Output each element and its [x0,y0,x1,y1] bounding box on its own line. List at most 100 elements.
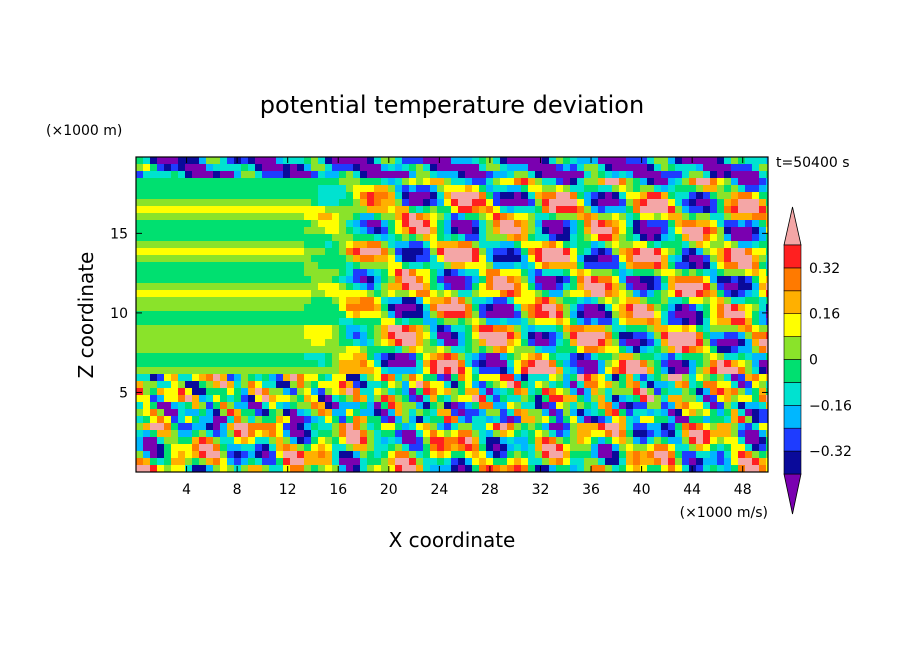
contour-cell [640,444,648,452]
contour-cell [171,255,179,263]
contour-cell [185,262,193,270]
contour-cell [759,339,767,347]
contour-cell [220,458,228,466]
contour-cell [759,416,767,424]
contour-cell [206,409,214,417]
contour-cell [507,423,515,431]
contour-cell [346,304,354,312]
contour-cell [437,388,445,396]
contour-cell [430,283,438,291]
contour-cell [388,192,396,200]
contour-cell [689,325,697,333]
contour-cell [521,206,529,214]
contour-cell [430,227,438,235]
contour-cell [710,248,718,256]
contour-cell [136,339,144,347]
contour-cell [423,283,431,291]
contour-cell [297,437,305,445]
contour-cell [633,437,641,445]
contour-cell [395,395,403,403]
contour-cell [577,458,585,466]
contour-cell [325,157,333,165]
contour-cell [654,402,662,410]
colorbar-segment [783,382,802,406]
contour-cell [724,332,732,340]
contour-cell [570,332,578,340]
contour-cell [724,185,732,193]
contour-cell [451,178,459,186]
contour-cell [353,325,361,333]
contour-cell [185,374,193,382]
contour-cell [535,430,543,438]
contour-cell [437,409,445,417]
contour-cell [339,241,347,249]
contour-cell [178,395,186,403]
contour-cell [759,423,767,431]
contour-cell [269,157,277,165]
contour-cell [535,241,543,249]
contour-cell [731,465,739,472]
contour-cell [192,325,200,333]
contour-cell [549,213,557,221]
contour-cell [724,157,732,165]
contour-cell [234,178,242,186]
contour-cell [339,185,347,193]
contour-cell [738,276,746,284]
contour-cell [717,367,725,375]
contour-cell [178,339,186,347]
contour-cell [297,185,305,193]
contour-cell [423,297,431,305]
contour-cell [206,353,214,361]
contour-cell [353,388,361,396]
contour-cell [241,234,249,242]
contour-cell [745,437,753,445]
contour-cell [745,297,753,305]
contour-cell [507,206,515,214]
contour-cell [150,332,158,340]
contour-cell [738,227,746,235]
contour-cell [171,458,179,466]
contour-cell [157,178,165,186]
contour-cell [206,171,214,179]
contour-cell [682,220,690,228]
contour-cell [584,416,592,424]
contour-cell [234,171,242,179]
contour-cell [710,199,718,207]
contour-cell [633,465,641,472]
contour-cell [682,437,690,445]
contour-cell [612,444,620,452]
x-tick-label: 20 [380,482,398,498]
contour-cell [332,206,340,214]
contour-cell [206,423,214,431]
contour-cell [500,423,508,431]
contour-cell [241,409,249,417]
contour-cell [150,388,158,396]
contour-cell [220,178,228,186]
contour-cell [346,248,354,256]
contour-cell [668,199,676,207]
contour-cell [717,269,725,277]
contour-cell [164,297,172,305]
contour-cell [591,290,599,298]
contour-cell [598,332,606,340]
contour-cell [493,304,501,312]
contour-cell [745,206,753,214]
contour-cell [157,311,165,319]
contour-cell [598,409,606,417]
contour-cell [136,430,144,438]
contour-cell [521,339,529,347]
contour-cell [346,451,354,459]
contour-cell [717,227,725,235]
contour-cell [668,248,676,256]
contour-cell [668,178,676,186]
contour-cell [192,185,200,193]
contour-cell [178,437,186,445]
contour-cell [444,374,452,382]
contour-cell [395,262,403,270]
contour-cell [514,374,522,382]
contour-cell [325,416,333,424]
contour-cell [549,227,557,235]
contour-cell [542,395,550,403]
contour-cell [493,346,501,354]
contour-cell [591,437,599,445]
